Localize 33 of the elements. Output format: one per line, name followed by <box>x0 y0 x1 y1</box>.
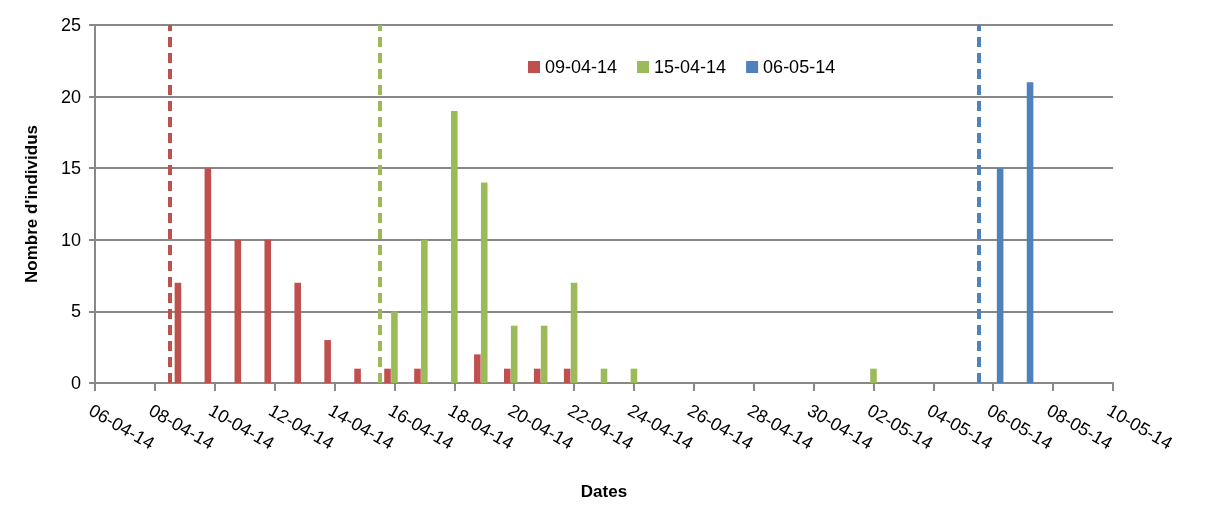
y-tick-label: 25 <box>60 15 81 35</box>
bar <box>354 368 361 383</box>
bar <box>870 368 877 383</box>
bar <box>324 340 331 383</box>
bar <box>414 368 421 383</box>
bar <box>480 182 488 383</box>
bar <box>421 239 428 383</box>
legend-label: 09-04-14 <box>545 57 618 77</box>
legend-label: 15-04-14 <box>654 57 727 77</box>
y-tick-label: 15 <box>60 158 81 179</box>
bar <box>204 168 212 383</box>
bar <box>451 110 458 383</box>
legend-label: 06-05-14 <box>763 57 836 77</box>
bar <box>391 311 398 383</box>
bar <box>264 239 272 383</box>
bar <box>510 325 518 383</box>
y-axis-title: Nombre d'individus <box>22 125 41 283</box>
bar <box>234 239 242 383</box>
bar <box>540 325 548 383</box>
bar <box>294 282 301 383</box>
bar <box>174 282 182 383</box>
bar <box>996 168 1004 383</box>
bar <box>1026 82 1034 383</box>
y-tick-label: 20 <box>60 86 81 107</box>
y-tick-label: 0 <box>70 373 81 393</box>
bar <box>474 354 481 383</box>
bar <box>384 368 391 383</box>
y-tick-label: 10 <box>60 229 81 250</box>
bar <box>570 282 578 383</box>
y-tick-label: 5 <box>70 301 81 322</box>
x-axis-title: Dates <box>580 482 628 501</box>
bar <box>504 368 511 383</box>
bar <box>533 368 541 383</box>
